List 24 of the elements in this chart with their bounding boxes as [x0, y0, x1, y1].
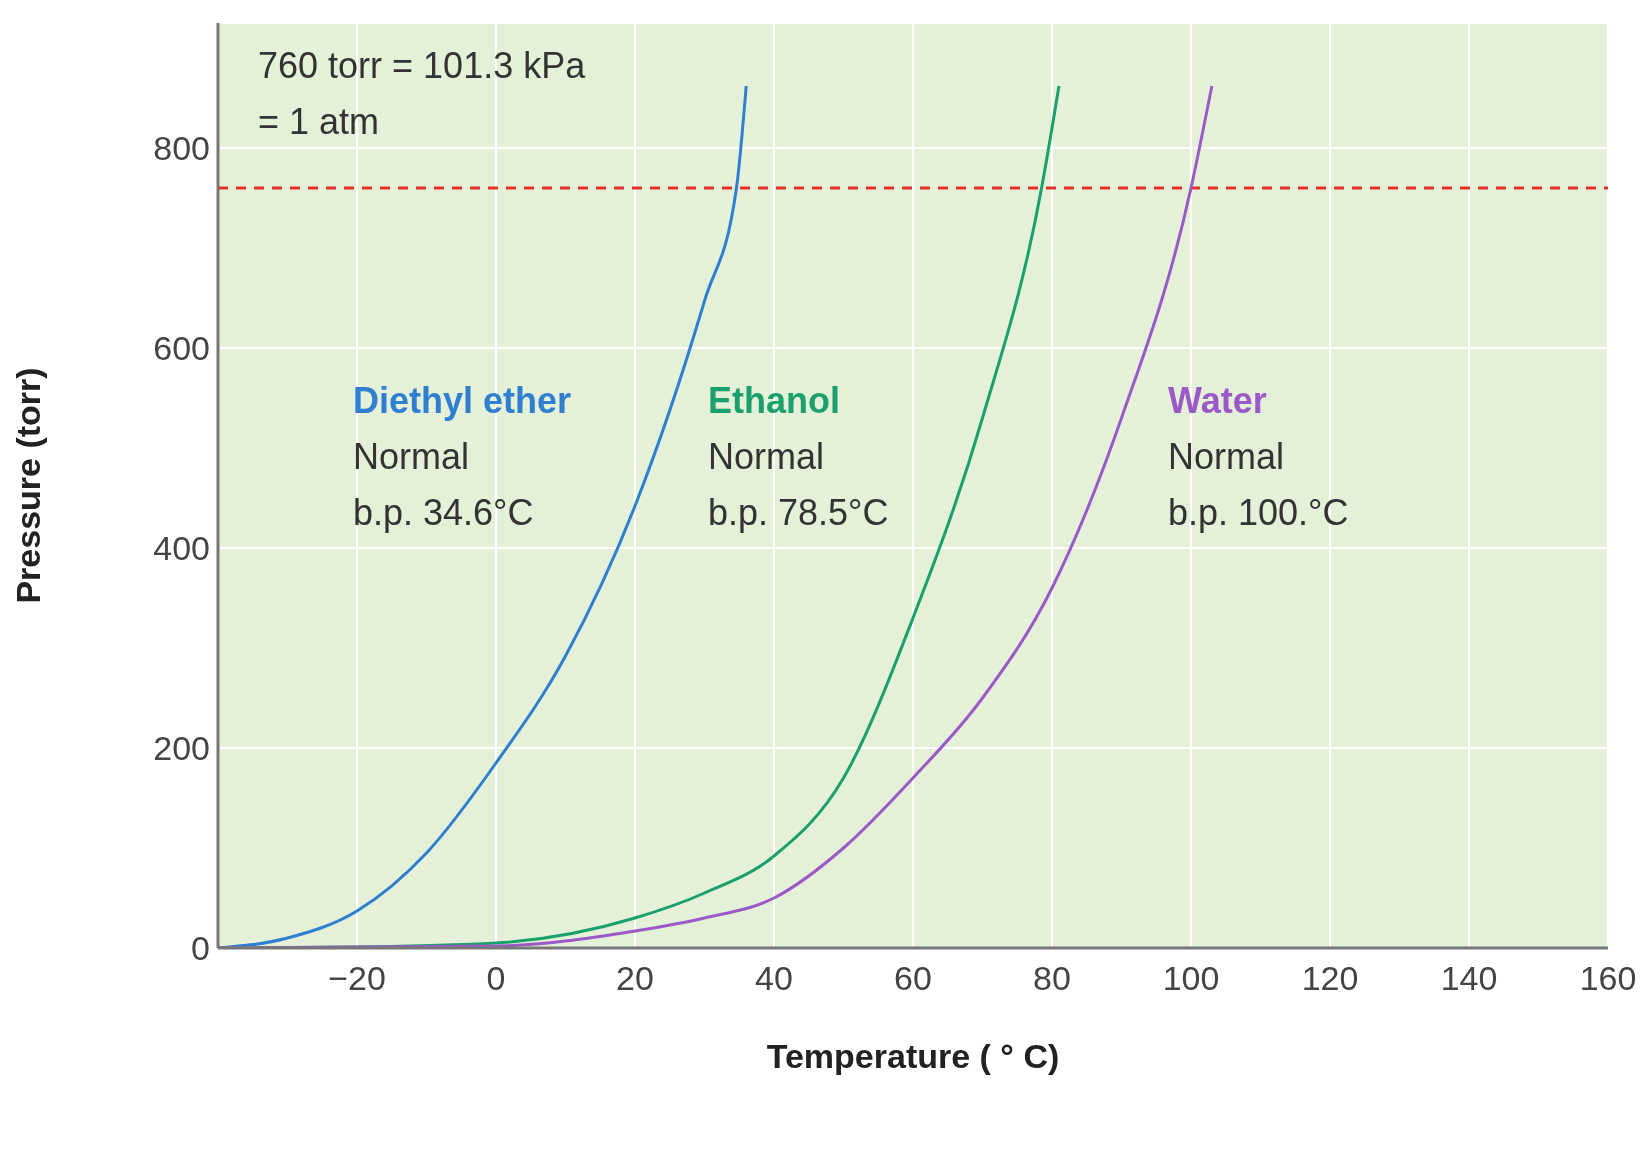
x-tick-label: 140: [1440, 959, 1498, 998]
annotation: Normal b.p. 100.°C: [1168, 435, 1349, 535]
y-tick-label: 400: [153, 529, 210, 568]
text: Diethyl ether: [353, 379, 572, 423]
y-tick-label: 800: [153, 129, 210, 168]
x-tick-label: 60: [894, 959, 932, 998]
x-tick-label: 20: [616, 959, 654, 998]
y-tick-label: 600: [153, 329, 210, 368]
x-tick-label: 160: [1579, 959, 1637, 998]
series-label: Water: [1168, 379, 1268, 423]
annotation: Normal b.p. 34.6°C: [353, 435, 535, 535]
text: Ethanol: [708, 379, 841, 423]
x-axis-title: Temperature ( ° C): [766, 1037, 1060, 1075]
x-tick-label: 40: [755, 959, 793, 998]
y-tick-label: 200: [153, 729, 210, 768]
x-tick-label: −20: [328, 959, 386, 998]
annotation: 760 torr = 101.3 kPa = 1 atm: [258, 44, 586, 144]
y-tick-label: 0: [191, 929, 210, 968]
annotation: Normal b.p. 78.5°C: [708, 435, 889, 535]
x-tick-label: 120: [1301, 959, 1359, 998]
y-axis-title: Pressure (torr): [9, 367, 48, 604]
x-tick-label: 0: [486, 959, 506, 998]
x-tick-label: 100: [1162, 959, 1220, 998]
x-tick-label: 80: [1033, 959, 1071, 998]
